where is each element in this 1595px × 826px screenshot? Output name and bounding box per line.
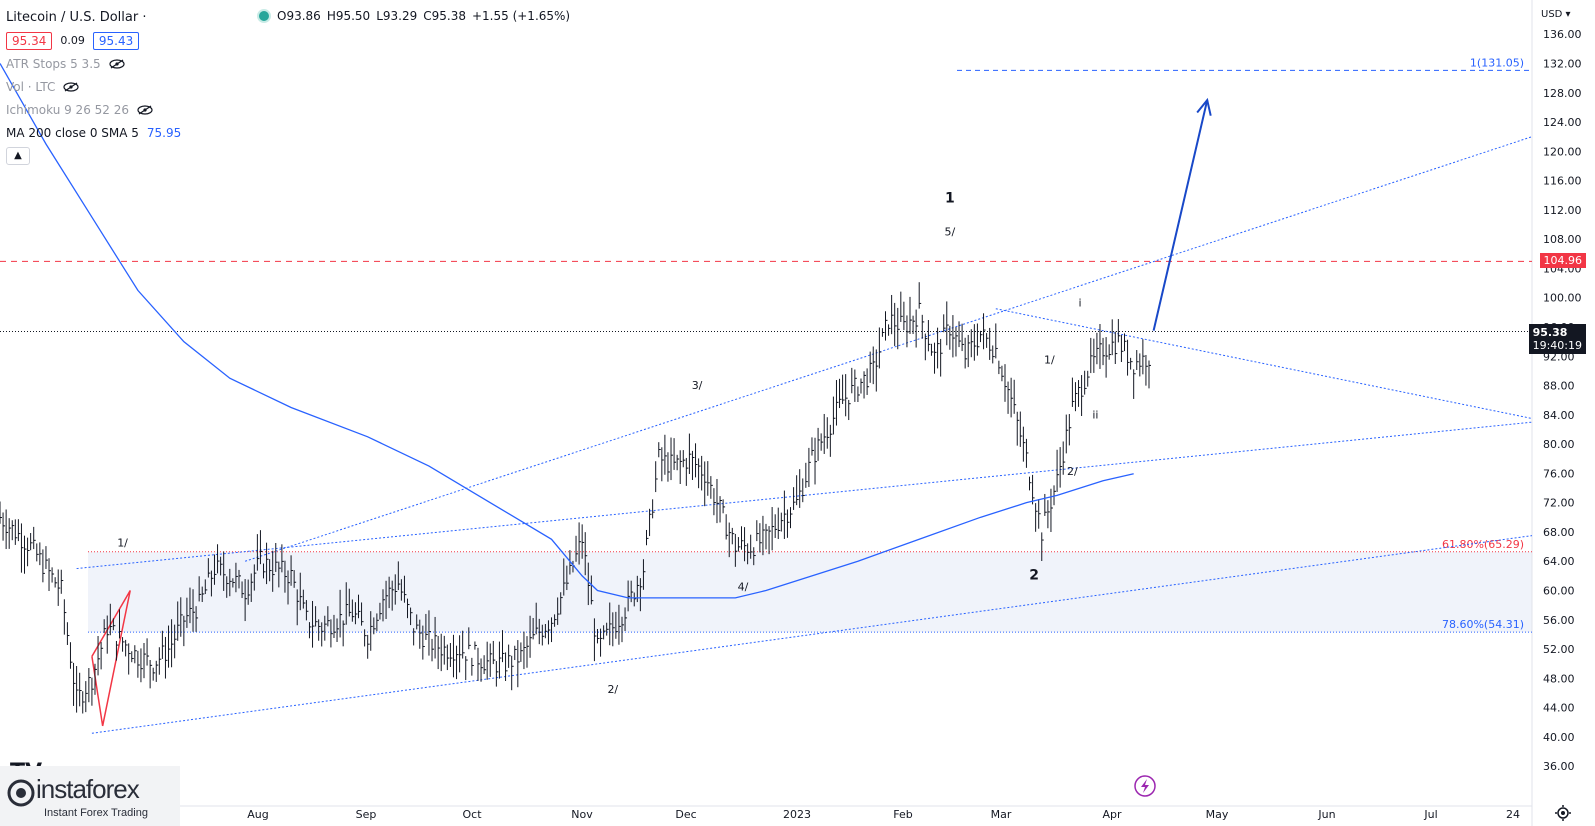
instaforex-brand: instaforex <box>36 774 140 804</box>
price-tick-label: 116.00 <box>1543 175 1582 188</box>
currency-selector[interactable]: USD ▾ <box>1541 9 1571 20</box>
price-tick-label: 84.00 <box>1543 409 1575 422</box>
lightning-icon[interactable] <box>1134 775 1156 797</box>
price-tick-label: 56.00 <box>1543 614 1575 627</box>
price-tick-label: 108.00 <box>1543 233 1582 246</box>
price-tick-label: 76.00 <box>1543 467 1575 480</box>
price-tick-label: 132.00 <box>1543 57 1582 70</box>
price-tick-label: 44.00 <box>1543 702 1575 715</box>
chevron-up-icon[interactable]: ▲ <box>6 146 30 165</box>
ask-price[interactable]: 95.43 <box>92 31 140 50</box>
bid-price[interactable]: 95.34 <box>6 31 53 50</box>
price-tick-label: 80.00 <box>1543 438 1575 451</box>
time-tick-label: Oct <box>462 808 482 821</box>
price-tick-label: 64.00 <box>1543 555 1575 568</box>
legend: Litecoin / U.S. Dollar · 95.34 0.09 95.4… <box>6 6 181 167</box>
target-level-label: 1(131.05) <box>1470 56 1524 69</box>
price-tick-label: 136.00 <box>1543 28 1582 41</box>
price-tick-label: 36.00 <box>1543 760 1575 773</box>
trendline-upper-channel[interactable] <box>244 136 1533 562</box>
last-price-value: 95.38 <box>1532 325 1568 339</box>
eye-hidden-icon[interactable] <box>137 104 153 115</box>
eye-hidden-icon[interactable] <box>63 81 80 92</box>
ma-200-line[interactable] <box>0 63 1134 599</box>
price-tick-label: 72.00 <box>1543 497 1575 510</box>
ma-indicator-label[interactable]: MA 200 close 0 SMA 5 <box>6 125 139 140</box>
wave-label-w1-sub-3[interactable]: 3/ <box>692 379 703 392</box>
time-tick-label: 2023 <box>783 808 811 821</box>
price-tick-label: 124.00 <box>1543 116 1582 129</box>
resistance-price-tag: 104.96 <box>1539 253 1586 269</box>
spread-value: 0.09 <box>60 34 85 47</box>
price-tick-label: 60.00 <box>1543 585 1575 598</box>
price-tick-label: 120.00 <box>1543 145 1582 158</box>
ohlc-close: C95.38 <box>423 9 466 23</box>
time-tick-label: Aug <box>247 808 268 821</box>
projection-arrow-line[interactable] <box>1152 99 1209 331</box>
projection-arrow-head[interactable] <box>1196 97 1212 116</box>
volume-indicator-label[interactable]: Vol · LTC <box>6 79 56 94</box>
price-tick-label: 112.00 <box>1543 204 1582 217</box>
time-tick-label: Feb <box>893 808 912 821</box>
countdown-value: 19:40:19 <box>1532 338 1582 352</box>
time-tick-label: 24 <box>1506 808 1520 821</box>
ohlc-change: +1.55 (+1.65%) <box>471 9 571 23</box>
price-tick-label: 88.00 <box>1543 380 1575 393</box>
price-tick-label: 40.00 <box>1543 731 1575 744</box>
time-tick-label: Nov <box>571 808 593 821</box>
time-tick-label: Jul <box>1423 808 1437 821</box>
fib-618-label: 61.80%(65.29) <box>1442 538 1524 551</box>
ohlc-low: L93.29 <box>376 9 418 23</box>
fib-retracement-zone <box>88 551 1532 633</box>
time-tick-label: May <box>1206 808 1229 821</box>
wave-label-w1-sub-2[interactable]: 2/ <box>607 683 618 696</box>
wave-label-w1-sub-1[interactable]: 1/ <box>117 537 128 550</box>
wave-label-w1-sub-5[interactable]: 5/ <box>944 226 955 239</box>
price-tick-label: 48.00 <box>1543 672 1575 685</box>
market-status-icon[interactable] <box>257 9 271 23</box>
price-tick-label: 100.00 <box>1543 292 1582 305</box>
price-tick-label: 68.00 <box>1543 526 1575 539</box>
wave-label-wave-2[interactable]: 2 <box>1029 568 1039 584</box>
ma-indicator-value: 75.95 <box>146 125 182 140</box>
last-price-tag: 95.38 19:40:19 <box>1528 323 1586 354</box>
wave-label-sub-ii[interactable]: ii <box>1092 409 1098 422</box>
instaforex-watermark: instaforex Instant Forex Trading <box>0 766 180 826</box>
wave-label-w3-sub-1[interactable]: 1/ <box>1044 354 1055 367</box>
price-tick-label: 128.00 <box>1543 87 1582 100</box>
symbol-title[interactable]: Litecoin / U.S. Dollar · <box>6 10 147 25</box>
time-tick-label: Apr <box>1102 808 1122 821</box>
time-tick-label: Jun <box>1317 808 1335 821</box>
time-tick-label: Mar <box>991 808 1012 821</box>
ohlc-open: O93.86 <box>277 9 321 23</box>
price-tick-label: 52.00 <box>1543 643 1575 656</box>
ichimoku-indicator-label[interactable]: Ichimoku 9 26 52 26 <box>6 102 129 117</box>
wave-label-w1-sub-4[interactable]: 4/ <box>738 581 749 594</box>
wave-label-sub-i[interactable]: i <box>1079 297 1082 310</box>
ohlc-readout: O93.86 H95.50 L93.29 C95.38 +1.55 (+1.65… <box>257 9 570 23</box>
wave-label-wave-1[interactable]: 1 <box>945 191 955 207</box>
gear-icon[interactable] <box>1555 805 1571 821</box>
eye-hidden-icon[interactable] <box>109 58 125 69</box>
wave-label-w3-sub-2[interactable]: 2/ <box>1067 465 1078 478</box>
time-tick-label: Sep <box>356 808 377 821</box>
time-tick-label: Dec <box>675 808 696 821</box>
fib-786-label: 78.60%(54.31) <box>1442 618 1524 631</box>
instaforex-logo-icon <box>7 779 35 807</box>
atr-indicator-label[interactable]: ATR Stops 5 3.5 <box>6 56 101 71</box>
instaforex-tagline: Instant Forex Trading <box>44 807 148 819</box>
trendline-triangle-top[interactable] <box>995 308 1533 419</box>
ohlc-high: H95.50 <box>326 9 371 23</box>
